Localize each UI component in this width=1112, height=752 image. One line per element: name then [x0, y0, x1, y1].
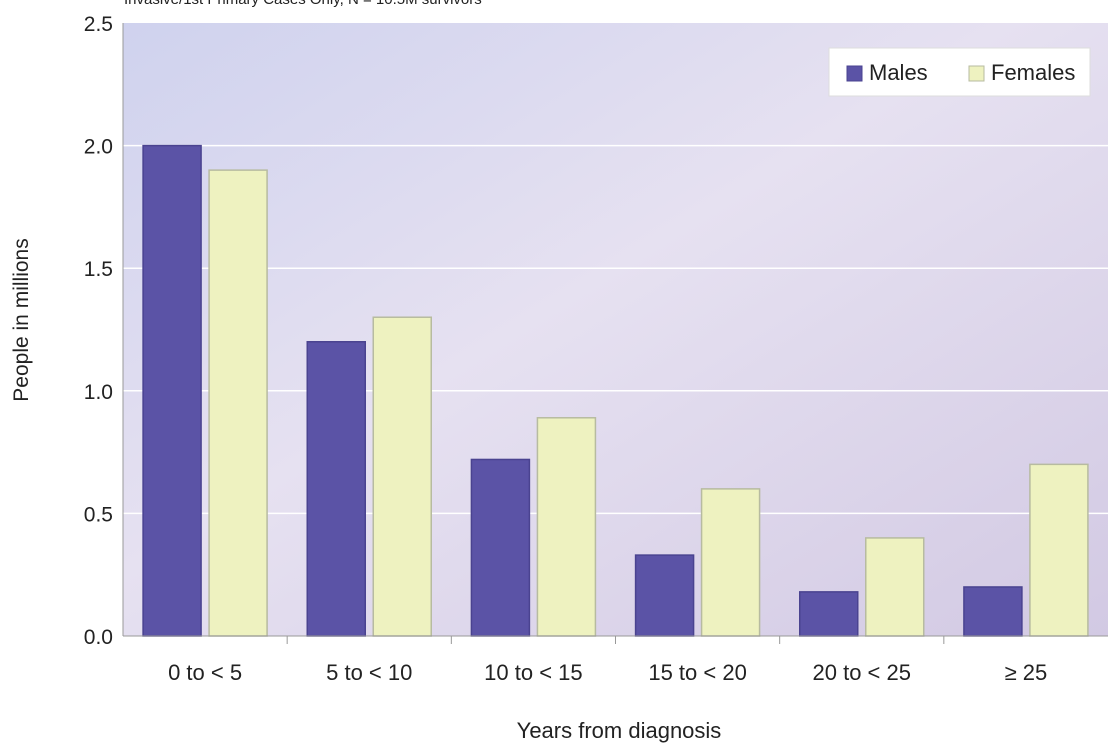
bar-females: [1029, 463, 1089, 637]
y-tick-label: 1.5: [84, 258, 113, 281]
y-tick-label: 0.0: [84, 626, 113, 649]
bar-females: [208, 169, 268, 637]
legend-swatch-males: [846, 65, 863, 82]
bar-males: [963, 586, 1023, 637]
axes: [122, 23, 1108, 644]
x-tick-labels: 0 to < 5 5 to < 10 10 to < 15 15 to < 20 20 …: [168, 660, 1047, 685]
plot-background: [123, 23, 1108, 636]
legend-swatch-females: [968, 65, 985, 82]
bar-females: [372, 316, 432, 637]
bar-males: [799, 591, 859, 637]
y-tick-label: 2.0: [84, 136, 113, 159]
legend-label-males: Males: [869, 60, 928, 85]
x-tick-label: 5 to < 10: [326, 660, 412, 685]
legend-label-females: Females: [991, 60, 1075, 85]
chart-subtitle: Invasive/1st Primary Cases Only, N = 10.…: [124, 0, 482, 8]
y-axis-label: People in millions: [10, 238, 33, 401]
x-tick-label: 10 to < 15: [484, 660, 582, 685]
bar-females: [700, 488, 761, 637]
bar-males: [306, 341, 366, 637]
bar-females: [865, 537, 925, 637]
y-tick-label: 1.0: [84, 381, 113, 404]
legend: Males Females: [828, 47, 1091, 97]
legend-box: [828, 47, 1091, 97]
bar-males: [634, 554, 695, 637]
y-tick-label: 2.5: [84, 13, 113, 36]
bar-males: [470, 458, 531, 637]
gridlines: [123, 144, 1108, 515]
bar-males: [142, 144, 202, 637]
x-tick-label: 0 to < 5: [168, 660, 242, 685]
bar-females: [536, 417, 597, 637]
x-tick-label: 15 to < 20: [648, 660, 746, 685]
y-tick-labels: 0.0 0.5 1.0 1.5 2.0 2.5: [84, 13, 113, 649]
x-tick-label: ≥ 25: [1005, 660, 1048, 685]
y-tick-label: 0.5: [84, 503, 113, 526]
x-axis-label: Years from diagnosis: [517, 718, 722, 743]
x-tick-label: 20 to < 25: [813, 660, 911, 685]
